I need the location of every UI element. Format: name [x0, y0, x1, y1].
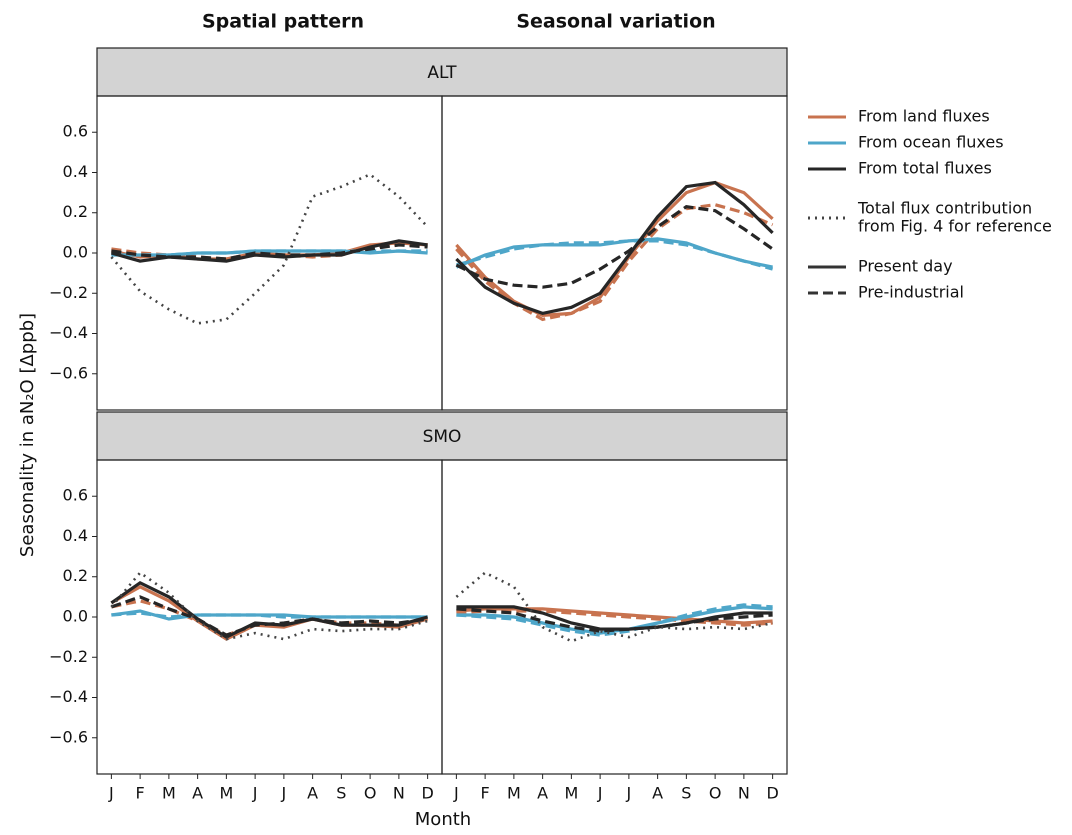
series-line	[110, 580, 429, 639]
legend-label: from Fig. 4 for reference	[858, 217, 1052, 236]
x-tick-label: M	[162, 784, 176, 803]
plot-area	[455, 571, 773, 643]
column-title: Seasonal variation	[516, 11, 715, 33]
x-tick-label: J	[453, 784, 459, 803]
x-tick-label: J	[626, 784, 632, 803]
legend-label: From ocean fluxes	[858, 133, 1004, 152]
legend-label: From land fluxes	[858, 107, 990, 126]
series-line	[456, 605, 773, 635]
y-tick-label: −0.6	[49, 363, 88, 382]
plot-area	[455, 180, 774, 322]
x-tick-label: S	[681, 784, 691, 803]
x-tick-label: J	[281, 784, 287, 803]
y-tick-label: −0.2	[49, 647, 88, 666]
panel-frame	[441, 95, 788, 411]
x-tick-label: A	[192, 784, 203, 803]
series-line	[455, 571, 773, 643]
plot-area	[110, 570, 429, 641]
x-tick-label: N	[393, 784, 405, 803]
x-tick-label: D	[421, 784, 433, 803]
column-title: Spatial pattern	[202, 11, 364, 33]
series-line	[456, 607, 773, 625]
series-line	[110, 239, 428, 263]
x-tick-label: A	[537, 784, 548, 803]
series-line	[455, 180, 774, 316]
y-tick-label: −0.2	[49, 283, 88, 302]
series-line	[456, 605, 773, 631]
x-tick-label: M	[219, 784, 233, 803]
series-line	[456, 609, 773, 627]
panel-frame	[441, 459, 788, 775]
facet-label: ALT	[427, 63, 457, 83]
x-tick-label: S	[336, 784, 346, 803]
legend-label: Total flux contribution	[857, 199, 1032, 218]
x-tick-label: A	[307, 784, 318, 803]
x-tick-label: A	[652, 784, 663, 803]
x-tick-label: J	[597, 784, 603, 803]
facet-strip	[96, 411, 788, 461]
x-tick-label: J	[252, 784, 258, 803]
y-tick-label: 0.6	[63, 486, 88, 505]
x-tick-label: M	[564, 784, 578, 803]
series-line	[110, 584, 429, 641]
x-tick-label: F	[481, 784, 490, 803]
series-line	[455, 205, 774, 289]
facet-label: SMO	[423, 427, 462, 447]
x-axis-label: Month	[415, 809, 471, 830]
plot-area	[110, 173, 429, 325]
legend-label: Pre-industrial	[858, 283, 964, 302]
x-tick-label: O	[709, 784, 722, 803]
y-tick-label: −0.6	[49, 727, 88, 746]
series-line	[111, 249, 428, 257]
x-tick-label: O	[364, 784, 377, 803]
x-tick-label: N	[738, 784, 750, 803]
y-tick-label: −0.4	[49, 323, 88, 342]
x-tick-label: M	[507, 784, 521, 803]
y-tick-label: 0.2	[63, 566, 88, 585]
x-tick-label: J	[108, 784, 114, 803]
y-tick-label: 0.4	[63, 162, 88, 181]
series-line	[455, 203, 774, 322]
y-tick-label: −0.4	[49, 687, 88, 706]
y-tick-label: 0.4	[63, 526, 88, 545]
series-line	[456, 607, 773, 633]
series-line	[455, 237, 773, 269]
y-tick-label: 0.0	[63, 607, 88, 626]
series-line	[111, 609, 428, 621]
facet-strip	[96, 47, 788, 97]
legend-label: Present day	[858, 257, 953, 276]
y-tick-label: 0.0	[63, 243, 88, 262]
y-axis-label: Seasonality in aN₂O [Δppb]	[17, 313, 38, 557]
y-tick-label: 0.6	[63, 122, 88, 141]
x-tick-label: D	[766, 784, 778, 803]
series-line	[455, 239, 774, 271]
legend-label: From total fluxes	[858, 159, 992, 178]
y-tick-label: 0.2	[63, 202, 88, 221]
x-tick-label: F	[136, 784, 145, 803]
